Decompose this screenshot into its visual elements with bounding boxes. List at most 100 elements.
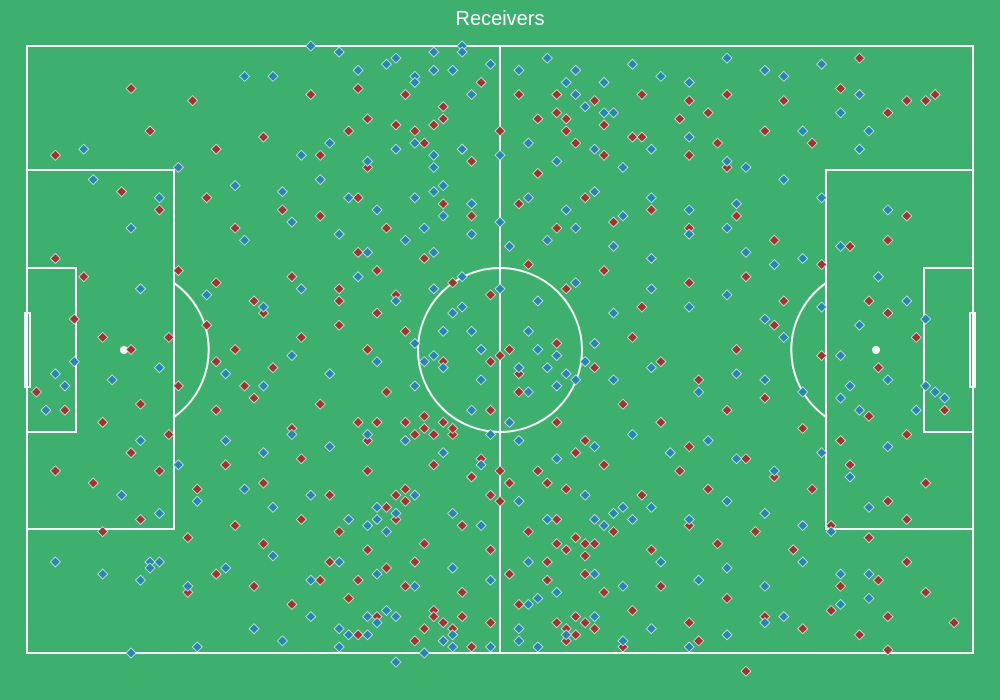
scatter-point-s1-34 xyxy=(617,161,629,173)
scatter-point-s0-4 xyxy=(399,88,411,101)
scatter-point-s1-185 xyxy=(589,568,601,580)
scatter-point-s1-144 xyxy=(730,453,743,465)
scatter-point-s0-252 xyxy=(532,113,544,125)
scatter-point-s1-214 xyxy=(778,611,790,623)
left-penalty-arc xyxy=(173,282,210,418)
scatter-point-s0-199 xyxy=(683,617,695,629)
scatter-point-s0-16 xyxy=(929,88,941,101)
scatter-point-s0-203 xyxy=(825,604,837,617)
scatter-point-s0-98 xyxy=(655,356,667,368)
scatter-point-s1-155 xyxy=(343,513,355,526)
scatter-point-s1-141 xyxy=(626,428,639,441)
scatter-point-s1-46 xyxy=(276,186,288,198)
scatter-point-s1-48 xyxy=(343,192,355,204)
scatter-point-s0-158 xyxy=(97,526,109,538)
scatter-point-s0-245 xyxy=(702,107,714,119)
scatter-point-s0-171 xyxy=(551,513,563,526)
scatter-point-s1-249 xyxy=(418,356,430,368)
scatter-point-s0-267 xyxy=(484,489,497,501)
scatter-point-s1-146 xyxy=(816,447,828,459)
scatter-point-s1-82 xyxy=(834,240,847,252)
scatter-point-s1-181 xyxy=(447,562,459,574)
scatter-point-s1-9 xyxy=(484,58,497,70)
scatter-point-s0-61 xyxy=(172,265,184,277)
scatter-point-s0-189 xyxy=(399,580,411,592)
scatter-point-s1-47 xyxy=(314,173,326,186)
scatter-point-s0-115 xyxy=(380,386,393,398)
scatter-point-s0-268 xyxy=(466,471,478,483)
scatter-point-s1-111 xyxy=(324,368,336,380)
scatter-point-s1-129 xyxy=(172,459,184,471)
scatter-point-s1-58 xyxy=(645,192,657,204)
scatter-point-s1-44 xyxy=(153,192,166,204)
scatter-point-s1-52 xyxy=(466,198,478,210)
scatter-point-s0-238 xyxy=(371,307,383,319)
scatter-point-s1-234 xyxy=(418,222,430,234)
pitch-markings xyxy=(24,45,976,654)
scatter-point-s1-13 xyxy=(598,76,610,88)
scatter-point-s0-260 xyxy=(447,422,459,434)
scatter-point-s0-1 xyxy=(186,95,199,107)
scatter-point-s1-17 xyxy=(721,52,733,64)
scatter-point-s0-168 xyxy=(456,519,468,532)
scatter-point-s0-75 xyxy=(683,277,695,289)
scatter-point-s1-153 xyxy=(267,501,279,513)
scatter-point-s0-246 xyxy=(712,137,724,149)
scatter-point-s1-106 xyxy=(106,374,118,386)
scatter-point-s1-242 xyxy=(551,350,563,362)
scatter-point-s1-203 xyxy=(447,629,459,641)
scatter-point-s1-40 xyxy=(834,107,847,119)
scatter-point-s1-23 xyxy=(172,161,184,173)
scatter-point-s0-113 xyxy=(314,398,326,410)
scatter-point-s1-236 xyxy=(447,307,459,319)
scatter-point-s1-184 xyxy=(551,586,563,598)
scatter-point-s1-177 xyxy=(305,574,317,586)
scatter-point-s1-145 xyxy=(768,465,780,477)
scatter-point-s1-81 xyxy=(797,252,809,265)
scatter-point-s1-187 xyxy=(655,556,667,568)
scatter-point-s0-151 xyxy=(702,483,714,495)
scatter-point-s1-53 xyxy=(494,216,506,228)
scatter-point-s1-104 xyxy=(920,313,932,325)
scatter-point-s1-259 xyxy=(626,513,639,526)
scatter-point-s0-247 xyxy=(390,119,402,131)
scatter-point-s1-29 xyxy=(456,143,468,155)
scatter-point-s1-80 xyxy=(768,258,780,271)
scatter-point-s1-151 xyxy=(191,495,203,507)
scatter-point-s1-3 xyxy=(333,46,345,58)
scatter-point-s0-277 xyxy=(579,617,591,629)
scatter-point-s1-30 xyxy=(494,149,506,161)
scatter-point-s0-217 xyxy=(901,556,913,568)
scatter-point-s0-38 xyxy=(153,204,166,216)
scatter-point-s1-221 xyxy=(390,52,402,64)
scatter-point-s1-251 xyxy=(466,404,478,416)
scatter-point-s1-78 xyxy=(721,222,733,234)
scatter-point-s0-86 xyxy=(229,343,241,356)
scatter-point-s0-91 xyxy=(399,325,411,337)
scatter-point-s1-11 xyxy=(541,52,553,64)
scatter-point-s0-44 xyxy=(380,222,393,234)
scatter-point-s0-97 xyxy=(626,331,639,343)
scatter-point-s1-128 xyxy=(134,434,147,447)
scatter-point-s0-279 xyxy=(428,611,440,623)
scatter-point-s0-43 xyxy=(352,192,364,204)
scatter-point-s1-112 xyxy=(371,356,383,368)
scatter-point-s0-207 xyxy=(948,617,960,629)
scatter-point-s0-196 xyxy=(598,586,610,598)
scatter-point-s1-171 xyxy=(49,556,61,568)
scatter-point-s1-102 xyxy=(816,301,828,313)
scatter-point-s0-72 xyxy=(560,283,572,295)
scatter-point-s0-6 xyxy=(475,76,487,88)
scatter-point-s0-19 xyxy=(210,143,222,155)
scatter-point-s0-159 xyxy=(134,513,147,526)
scatter-point-s0-28 xyxy=(598,149,610,161)
scatter-point-s1-239 xyxy=(522,325,534,337)
scatter-point-s0-284 xyxy=(380,501,393,513)
scatter-point-s0-236 xyxy=(333,295,345,307)
scatter-point-s1-28 xyxy=(428,161,440,173)
scatter-point-s0-123 xyxy=(655,416,667,428)
scatter-point-s0-149 xyxy=(636,489,648,501)
scatter-point-s0-250 xyxy=(361,113,374,125)
scatter-point-s1-114 xyxy=(437,362,449,374)
scatter-point-s1-199 xyxy=(333,641,345,653)
